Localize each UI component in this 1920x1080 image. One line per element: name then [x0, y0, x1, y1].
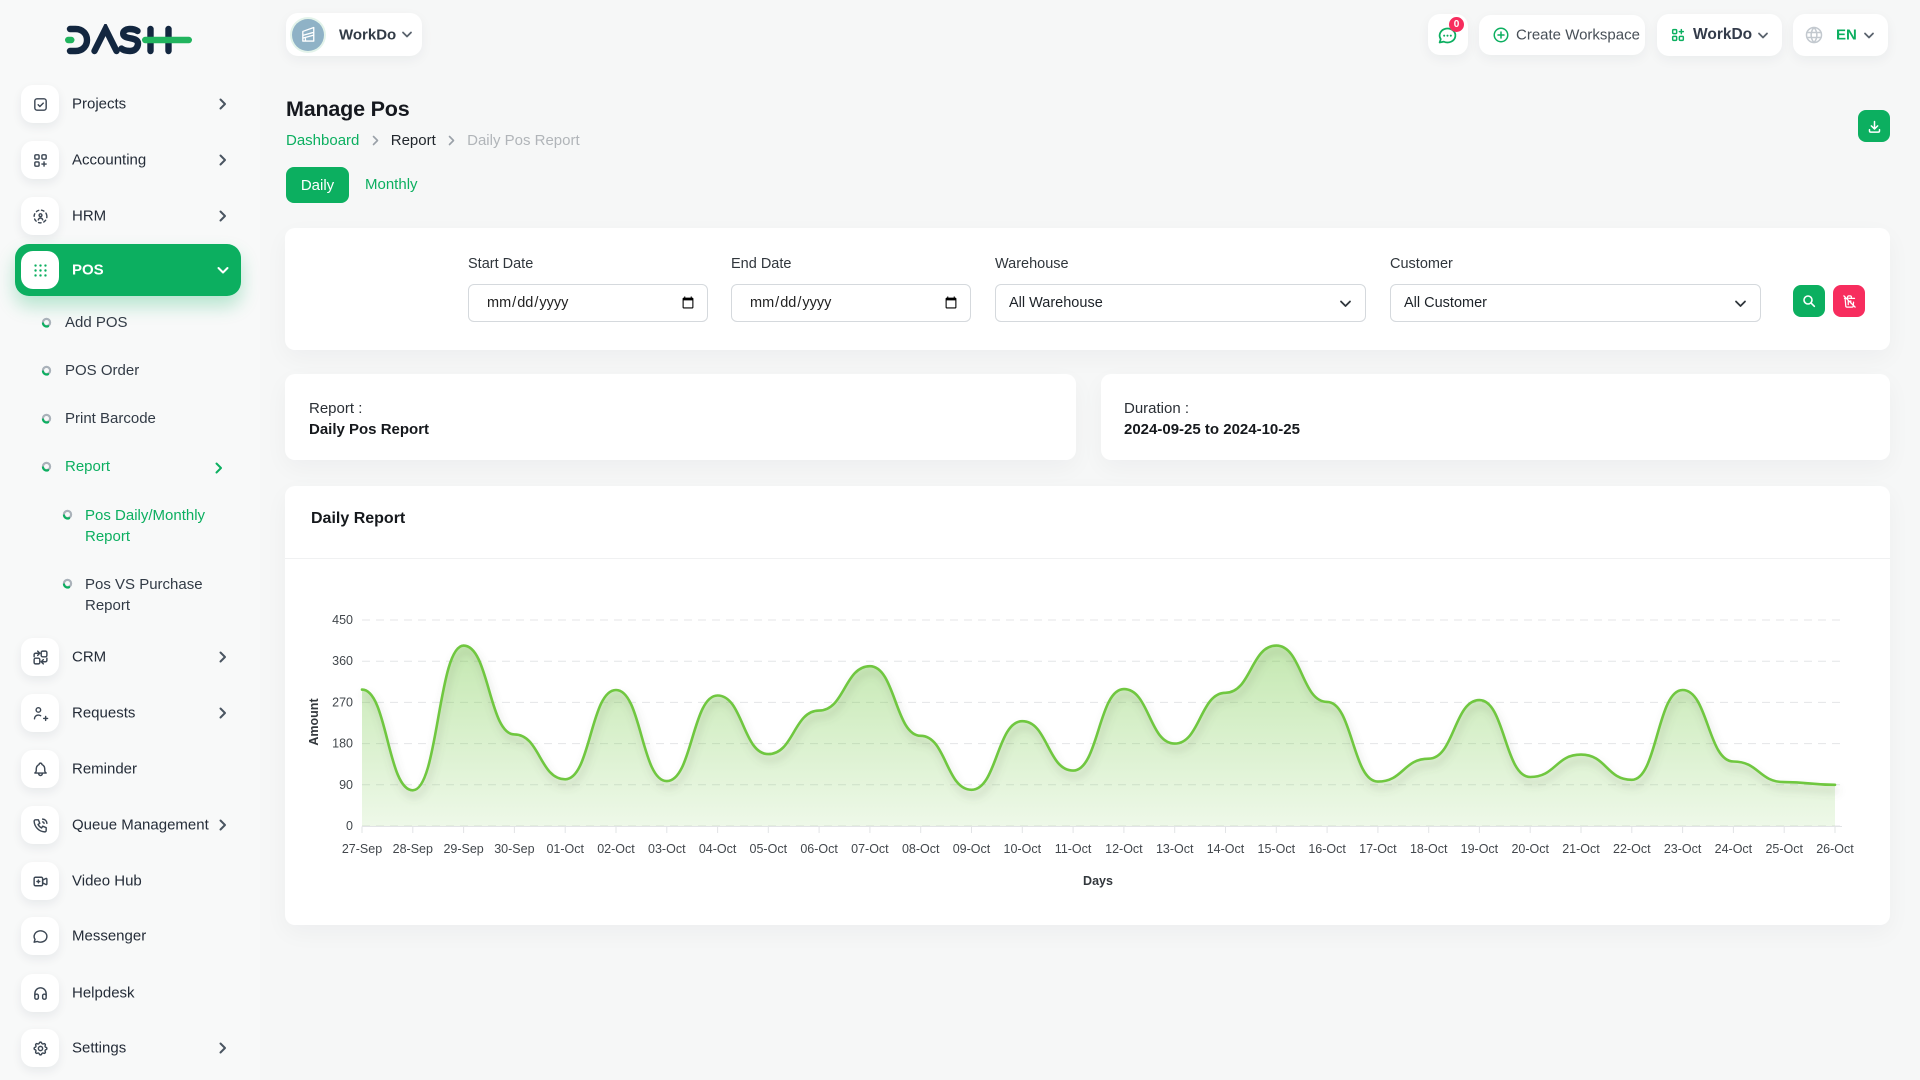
- svg-text:03-Oct: 03-Oct: [648, 842, 686, 856]
- svg-text:22-Oct: 22-Oct: [1613, 842, 1651, 856]
- svg-text:20-Oct: 20-Oct: [1511, 842, 1549, 856]
- svg-text:27-Sep: 27-Sep: [342, 842, 382, 856]
- svg-text:01-Oct: 01-Oct: [546, 842, 584, 856]
- svg-text:23-Oct: 23-Oct: [1664, 842, 1702, 856]
- svg-text:17-Oct: 17-Oct: [1359, 842, 1397, 856]
- svg-text:11-Oct: 11-Oct: [1055, 842, 1092, 856]
- svg-text:04-Oct: 04-Oct: [699, 842, 737, 856]
- svg-text:26-Oct: 26-Oct: [1816, 842, 1854, 856]
- svg-text:06-Oct: 06-Oct: [800, 842, 838, 856]
- svg-text:18-Oct: 18-Oct: [1410, 842, 1448, 856]
- svg-text:29-Sep: 29-Sep: [443, 842, 483, 856]
- svg-text:13-Oct: 13-Oct: [1156, 842, 1194, 856]
- svg-text:360: 360: [332, 654, 353, 668]
- svg-text:05-Oct: 05-Oct: [750, 842, 788, 856]
- svg-text:02-Oct: 02-Oct: [597, 842, 635, 856]
- svg-text:270: 270: [332, 695, 353, 709]
- svg-text:28-Sep: 28-Sep: [393, 842, 433, 856]
- svg-text:25-Oct: 25-Oct: [1765, 842, 1803, 856]
- svg-text:21-Oct: 21-Oct: [1562, 842, 1600, 856]
- svg-text:180: 180: [332, 737, 353, 751]
- svg-text:450: 450: [332, 613, 353, 627]
- svg-text:12-Oct: 12-Oct: [1105, 842, 1143, 856]
- svg-text:16-Oct: 16-Oct: [1308, 842, 1346, 856]
- svg-text:07-Oct: 07-Oct: [851, 842, 889, 856]
- svg-text:10-Oct: 10-Oct: [1004, 842, 1042, 856]
- svg-text:30-Sep: 30-Sep: [494, 842, 534, 856]
- svg-text:09-Oct: 09-Oct: [953, 842, 991, 856]
- svg-text:15-Oct: 15-Oct: [1258, 842, 1296, 856]
- svg-text:Amount: Amount: [307, 698, 321, 746]
- svg-text:24-Oct: 24-Oct: [1715, 842, 1753, 856]
- svg-text:19-Oct: 19-Oct: [1461, 842, 1499, 856]
- svg-text:0: 0: [346, 819, 353, 833]
- svg-text:08-Oct: 08-Oct: [902, 842, 940, 856]
- svg-text:14-Oct: 14-Oct: [1207, 842, 1245, 856]
- svg-text:Days: Days: [1083, 874, 1113, 888]
- svg-text:90: 90: [339, 778, 353, 792]
